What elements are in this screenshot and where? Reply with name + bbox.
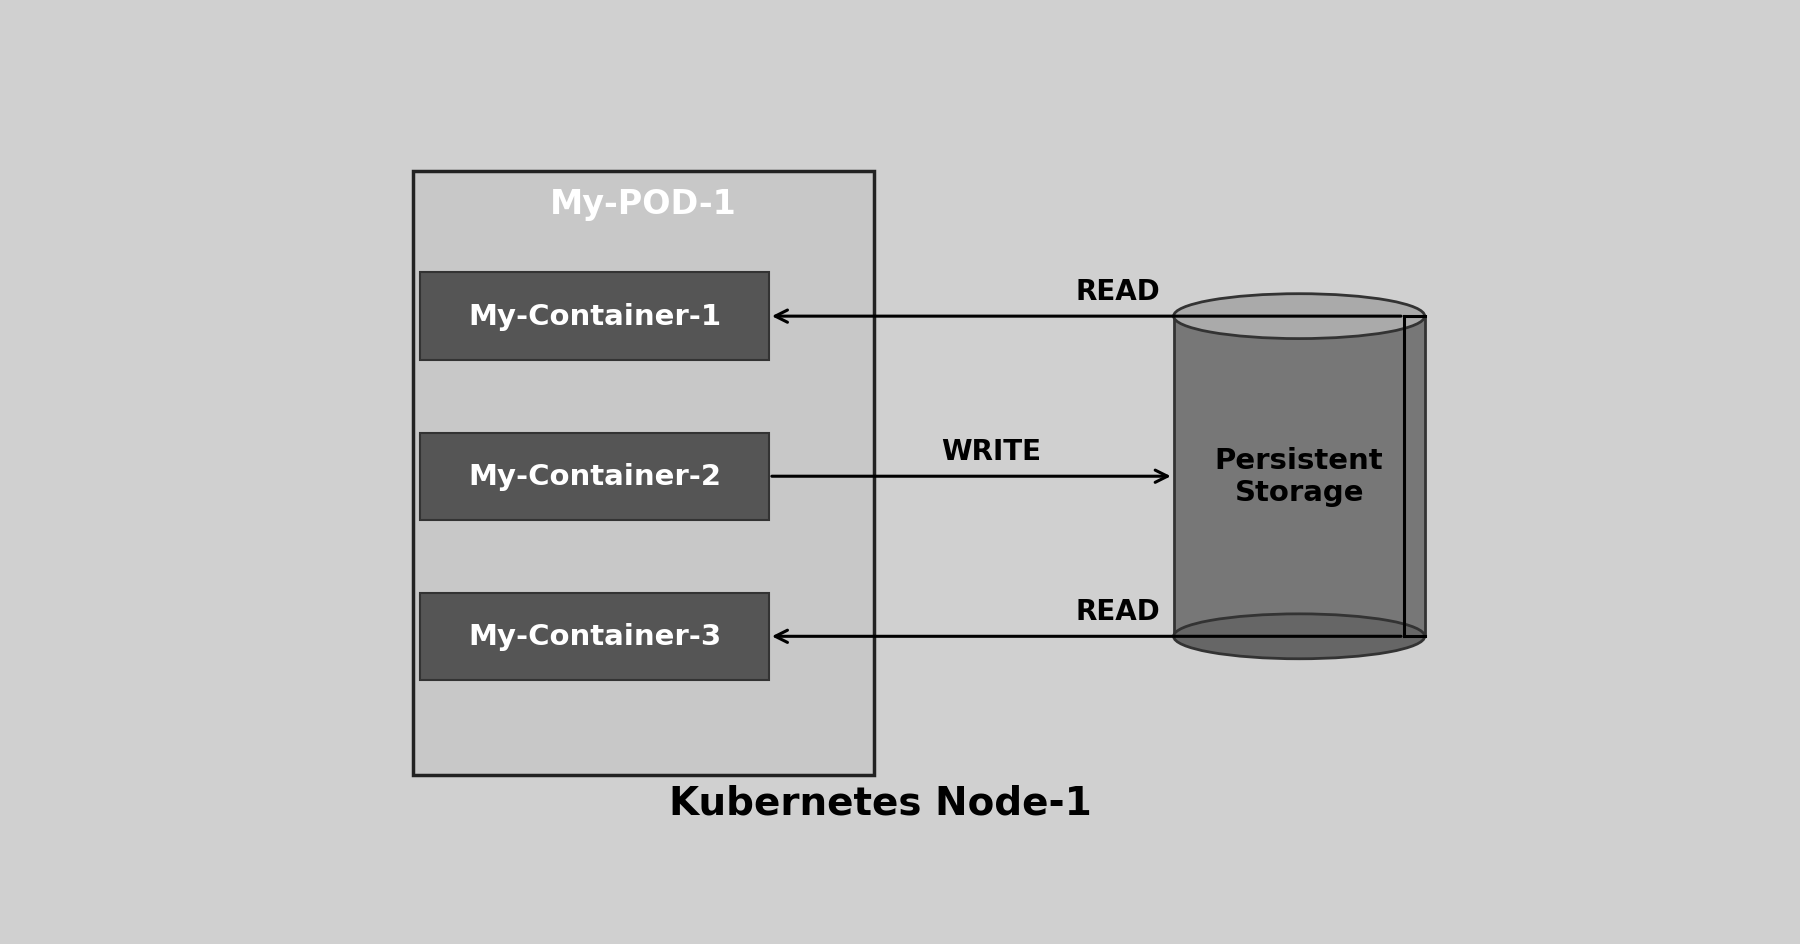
Bar (421, 433, 769, 520)
Bar (414, 172, 873, 775)
Text: WRITE: WRITE (941, 438, 1042, 465)
Text: READ: READ (1076, 598, 1161, 626)
Bar (1174, 317, 1426, 636)
Text: Kubernetes Node-1: Kubernetes Node-1 (670, 784, 1093, 822)
Text: My-Container-1: My-Container-1 (468, 303, 722, 330)
Ellipse shape (1174, 615, 1426, 659)
Text: Persistent
Storage: Persistent Storage (1215, 447, 1384, 507)
Text: My-Container-3: My-Container-3 (468, 623, 722, 650)
Bar (421, 273, 769, 361)
Ellipse shape (1174, 295, 1426, 339)
Bar (421, 593, 769, 681)
Text: READ: READ (1076, 278, 1161, 306)
Text: My-Container-2: My-Container-2 (468, 463, 722, 491)
Text: My-POD-1: My-POD-1 (551, 188, 736, 221)
